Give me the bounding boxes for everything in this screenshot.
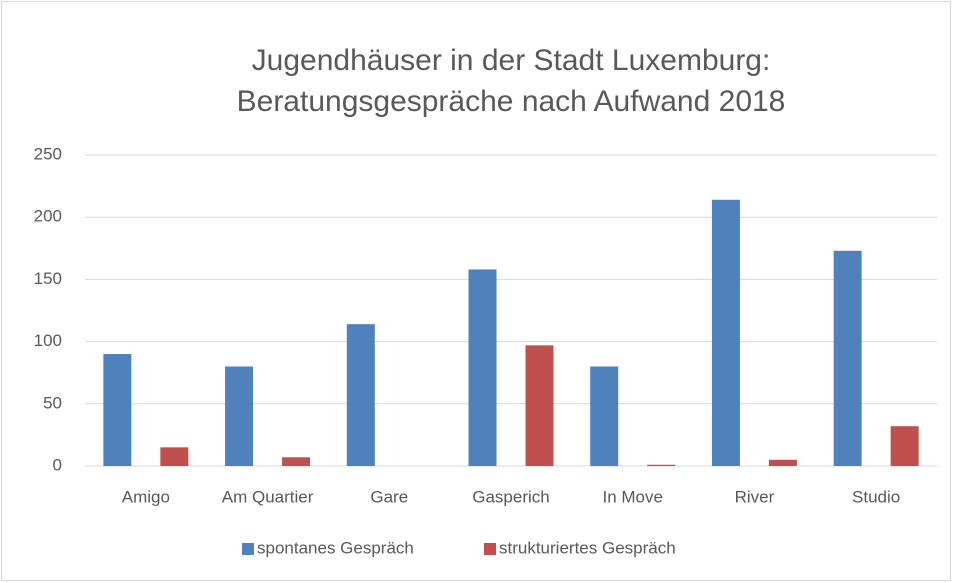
y-tick-label: 0 xyxy=(53,455,62,474)
bar xyxy=(590,366,619,466)
x-tick-label: Am Quartier xyxy=(222,487,314,506)
y-tick-label: 150 xyxy=(34,269,62,288)
bar xyxy=(890,426,919,466)
bar xyxy=(711,199,740,466)
bar xyxy=(346,324,375,466)
bar xyxy=(647,464,676,466)
x-tick-label: Gasperich xyxy=(472,487,549,506)
bar xyxy=(160,447,189,466)
x-tick-label: Studio xyxy=(852,487,900,506)
y-tick-label: 250 xyxy=(34,144,62,163)
x-tick-label: River xyxy=(735,487,775,506)
x-tick-label: Gare xyxy=(370,487,408,506)
legend-label: strukturiertes Gespräch xyxy=(499,538,676,557)
legend-swatch xyxy=(484,543,496,555)
bar xyxy=(282,457,311,466)
x-tick-label: In Move xyxy=(602,487,662,506)
chart-title: Jugendhäuser in der Stadt Luxemburg: xyxy=(252,44,771,77)
chart-title: Beratungsgespräche nach Aufwand 2018 xyxy=(237,85,786,118)
y-tick-label: 100 xyxy=(34,331,62,350)
legend-swatch xyxy=(242,543,254,555)
bar xyxy=(225,366,254,466)
x-tick-label: Amigo xyxy=(122,487,170,506)
y-tick-label: 200 xyxy=(34,207,62,226)
bar xyxy=(103,354,132,466)
bar xyxy=(525,345,554,466)
bar xyxy=(833,250,862,466)
y-tick-label: 50 xyxy=(43,393,62,412)
bar xyxy=(768,459,797,466)
bar xyxy=(468,269,497,466)
legend-label: spontanes Gespräch xyxy=(257,538,414,557)
